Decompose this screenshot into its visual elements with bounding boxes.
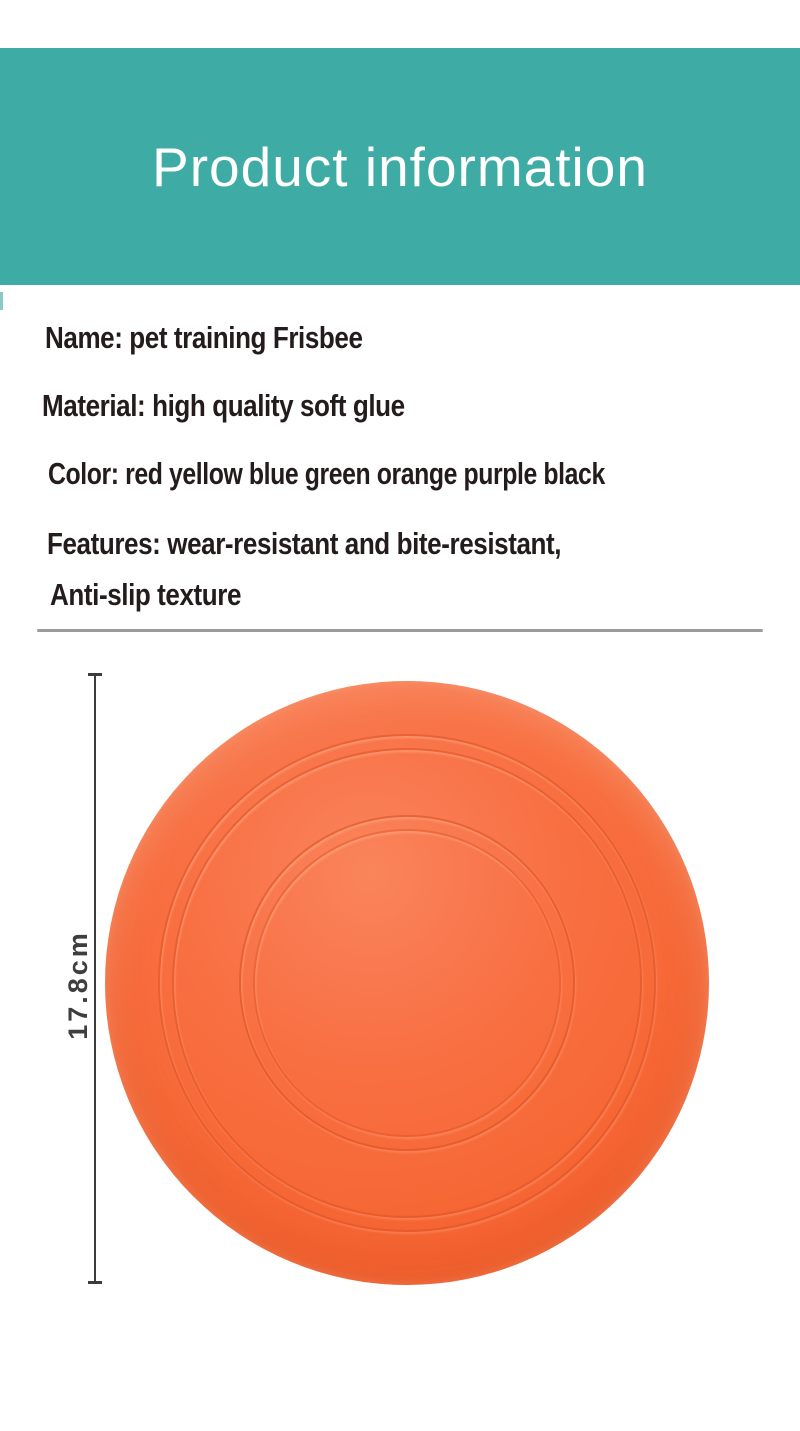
left-edge-mark	[0, 292, 3, 310]
spec-line-color: Color: red yellow blue green orange purp…	[48, 456, 605, 491]
dimension-line	[94, 674, 96, 1283]
spec-line-name: Name: pet training Frisbee	[45, 320, 363, 355]
section-divider	[37, 629, 763, 632]
header-band: Product information	[0, 48, 800, 285]
spec-line-features: Features: wear-resistant and bite-resist…	[47, 526, 562, 561]
frisbee-inner-ring-1	[239, 815, 575, 1151]
dimension-cap-top	[88, 673, 102, 676]
spec-line-material: Material: high quality soft glue	[42, 388, 405, 423]
frisbee-product-image	[105, 681, 709, 1285]
frisbee-outer-ring-1	[158, 734, 656, 1232]
dimension-cap-bottom	[88, 1281, 102, 1284]
dimension-label: 17.8cm	[63, 930, 93, 1040]
page-title: Product information	[152, 135, 648, 198]
frisbee-inner-ring-2	[253, 829, 561, 1137]
spec-line-features-continued: Anti-slip texture	[50, 577, 242, 612]
frisbee-outer-ring-2	[172, 748, 642, 1218]
